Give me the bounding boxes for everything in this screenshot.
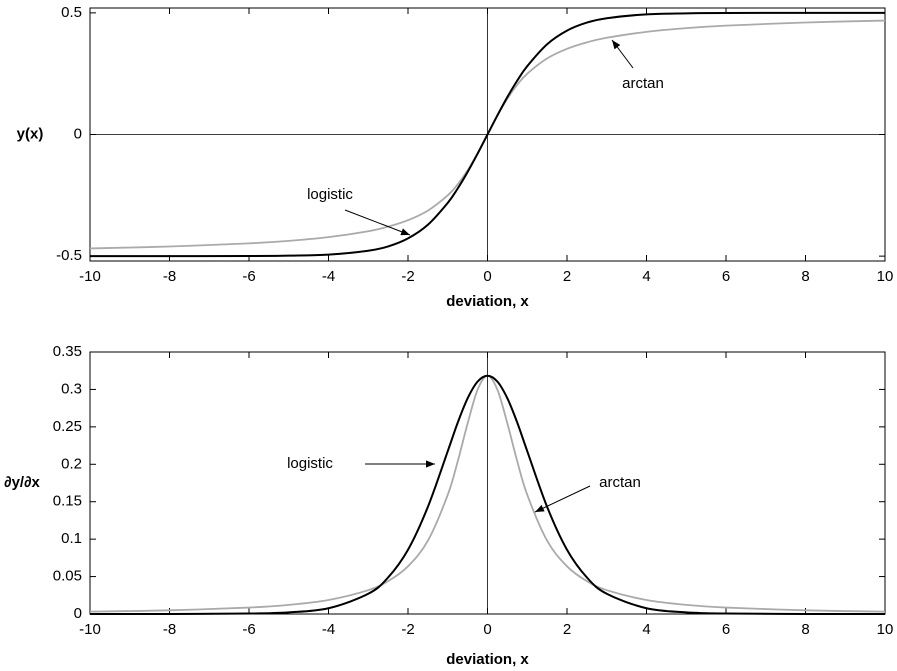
y-tick-label: 0	[74, 125, 82, 142]
x-axis-label: deviation, x	[446, 651, 529, 668]
x-tick-label: 4	[642, 268, 650, 285]
y-tick-label: 0.1	[61, 530, 82, 547]
annotation: arctan	[599, 474, 641, 491]
x-tick-label: 6	[722, 268, 730, 285]
curve	[89, 11, 886, 258]
y-tick-label: 0.2	[61, 455, 82, 472]
y-tick-label: 0.25	[53, 418, 82, 435]
annotation: logistic	[287, 455, 333, 472]
annotation-arrow	[344, 209, 411, 236]
y-tick-label: 0.3	[61, 380, 82, 397]
x-tick-label: -6	[242, 621, 255, 638]
y-tick-label: 0.35	[53, 343, 82, 360]
x-tick-label: 10	[877, 268, 894, 285]
x-tick-label: 8	[801, 621, 809, 638]
y-tick-label: 0	[74, 605, 82, 622]
y-axis-label: ∂y/∂x	[4, 474, 40, 491]
x-tick-label: -2	[401, 268, 414, 285]
y-tick-label: 0.15	[53, 493, 82, 510]
x-tick-label: 2	[563, 268, 571, 285]
x-tick-label: -10	[79, 268, 101, 285]
x-tick-label: -8	[163, 621, 176, 638]
y-tick-label: -0.5	[56, 247, 82, 264]
x-tick-label: 2	[563, 621, 571, 638]
x-tick-label: 6	[722, 621, 730, 638]
x-tick-label: 8	[801, 268, 809, 285]
x-tick-label: -8	[163, 268, 176, 285]
curve	[89, 374, 886, 616]
x-tick-label: 0	[483, 268, 491, 285]
x-tick-label: 10	[877, 621, 894, 638]
annotation-arrow	[534, 485, 591, 513]
x-tick-label: -4	[322, 621, 335, 638]
x-tick-label: 4	[642, 621, 650, 638]
y-tick-label: 0.05	[53, 568, 82, 585]
x-tick-label: -4	[322, 268, 335, 285]
annotation: arctan	[622, 75, 664, 92]
x-tick-label: -10	[79, 621, 101, 638]
y-axis-label: y(x)	[17, 125, 44, 142]
annotation: logistic	[307, 186, 353, 203]
x-tick-label: -6	[242, 268, 255, 285]
x-tick-label: -2	[401, 621, 414, 638]
x-axis-label: deviation, x	[446, 293, 529, 310]
y-tick-label: 0.5	[61, 4, 82, 21]
x-tick-label: 0	[483, 621, 491, 638]
annotation-arrow	[611, 39, 634, 69]
